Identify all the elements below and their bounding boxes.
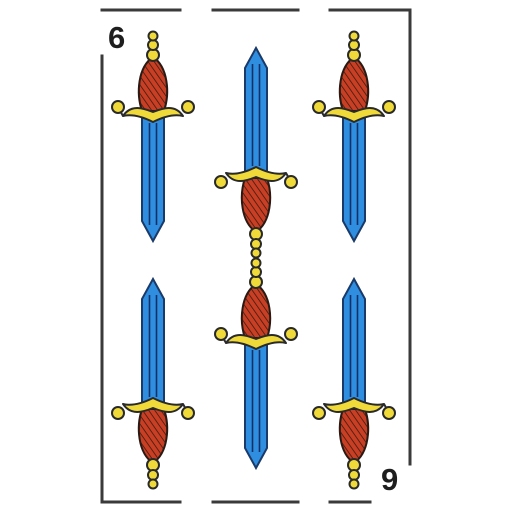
pip-bottom-right bbox=[312, 278, 396, 490]
pip-bottom-center bbox=[214, 257, 298, 469]
sword-icon bbox=[111, 278, 195, 490]
pip-top-center bbox=[214, 47, 298, 259]
sword-icon bbox=[111, 30, 195, 242]
pip-top-right bbox=[312, 30, 396, 242]
pip-top-left bbox=[111, 30, 195, 242]
sword-icon bbox=[214, 47, 298, 259]
top-left-index: 6 bbox=[108, 20, 126, 55]
sword-icon bbox=[214, 257, 298, 469]
pip-bottom-left bbox=[111, 278, 195, 490]
bottom-right-index: 9 bbox=[381, 462, 399, 497]
sword-icon bbox=[312, 30, 396, 242]
card-frame bbox=[100, 8, 412, 504]
sword-icon bbox=[312, 278, 396, 490]
